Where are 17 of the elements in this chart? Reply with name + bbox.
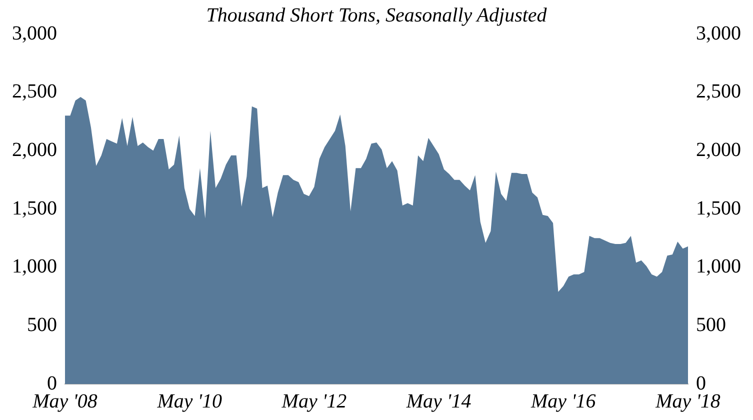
y2-tick-label: 1,500 [696,197,741,220]
y-tick-label: 1,000 [12,256,57,278]
x-tick-label: May '12 [280,390,347,412]
y2-tick-label: 500 [696,314,726,336]
y-tick-label: 1,500 [12,197,57,220]
y-tick-label: 500 [27,314,57,336]
y2-tick-label: 3,000 [696,22,741,44]
y2-tick-label: 2,500 [696,80,741,103]
y-tick-label: 2,000 [12,138,57,161]
y2-tick-label: 2,000 [696,138,741,161]
x-tick-label: May '14 [405,390,472,412]
chart-subtitle: Thousand Short Tons, Seasonally Adjusted [206,4,548,26]
x-tick-label: May '16 [530,390,596,412]
x-tick-label: May '10 [156,390,222,412]
y2-tick-label: 1,000 [696,256,741,278]
y-tick-label: 2,500 [12,80,57,103]
y-tick-label: 3,000 [12,22,57,44]
